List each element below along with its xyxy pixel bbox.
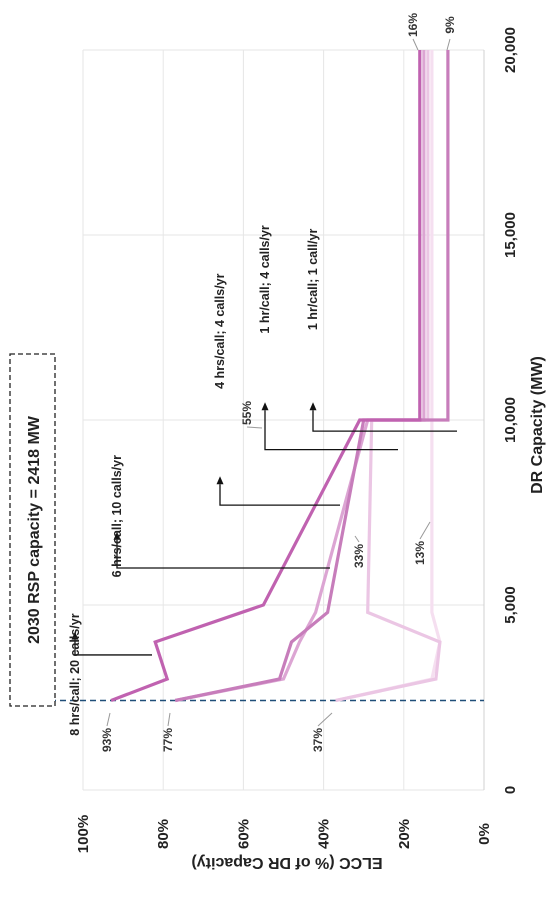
y-tick-label: 60%: [235, 819, 252, 849]
y-tick-label: 0%: [476, 823, 493, 845]
gridlines: [82, 49, 485, 791]
annotation-arrowhead: [309, 402, 317, 411]
annotation-arrow-line: [116, 539, 330, 569]
data-label-leader: [317, 712, 333, 727]
annotation-arrow-line: [312, 410, 457, 432]
data-label-leader: [419, 521, 431, 540]
data-label: 13%: [413, 541, 427, 565]
y-tick-label: 100%: [75, 815, 92, 853]
annotation-label: 1 hr/call; 1 call/yr: [306, 229, 320, 331]
data-label-leader: [167, 712, 171, 727]
data-label: 55%: [240, 401, 254, 425]
tick-labels: 0% 20% 40% 60% 80% 100% 0 5,000 10,000 15,000 20,0…: [75, 27, 519, 853]
series-line: [174, 50, 450, 703]
data-label: 93%: [100, 728, 114, 752]
data-label: 33%: [352, 544, 366, 568]
data-label-leader: [354, 535, 360, 543]
annotation-label: 6 hrs/call; 10 calls/yr: [110, 455, 124, 577]
x-tick-label: 5,000: [502, 586, 519, 624]
data-label: 16%: [406, 13, 420, 37]
y-tick-label: 40%: [316, 819, 333, 849]
data-label: 9%: [443, 16, 457, 34]
x-tick-label: 0: [502, 786, 519, 794]
annotation-label: 1 hr/call; 4 calls/yr: [258, 225, 272, 334]
y-tick-label: 80%: [155, 819, 172, 849]
data-label-leader: [246, 426, 263, 429]
series-group: [110, 50, 450, 703]
x-tick-label: 20,000: [502, 27, 519, 73]
annotation-label: 8 hrs/call; 20 calls/yr: [68, 613, 82, 735]
annotation-group: 8 hrs/call; 20 calls/yr 6 hrs/call; 10 ca…: [68, 13, 457, 752]
annotation-arrowhead: [261, 402, 269, 411]
data-label: 77%: [161, 728, 175, 752]
annotation-arrow-line: [74, 639, 152, 656]
data-label-leader: [412, 38, 419, 51]
x-axis-title: DR Capacity (MW): [529, 356, 546, 494]
data-label: 37%: [311, 728, 325, 752]
rsp-capacity-box: 2030 RSP capacity = 2418 MW: [9, 353, 56, 707]
x-tick-label: 10,000: [502, 397, 519, 443]
annotation-label: 4 hrs/call; 4 calls/yr: [213, 273, 227, 388]
data-label-leader: [106, 712, 111, 727]
annotation-arrowhead: [113, 531, 121, 540]
annotation-arrowhead: [71, 631, 79, 640]
data-label-leader: [446, 38, 451, 51]
y-axis-title: ELCC (% of DR Capacity): [191, 854, 382, 871]
annotation-arrow-line: [219, 484, 340, 506]
rsp-capacity-label: 2030 RSP capacity = 2418 MW: [26, 415, 43, 644]
annotation-arrow-line: [264, 410, 398, 451]
y-tick-label: 20%: [396, 819, 413, 849]
x-tick-label: 15,000: [502, 212, 519, 258]
series-line: [110, 50, 422, 702]
annotation-arrowhead: [216, 476, 224, 485]
